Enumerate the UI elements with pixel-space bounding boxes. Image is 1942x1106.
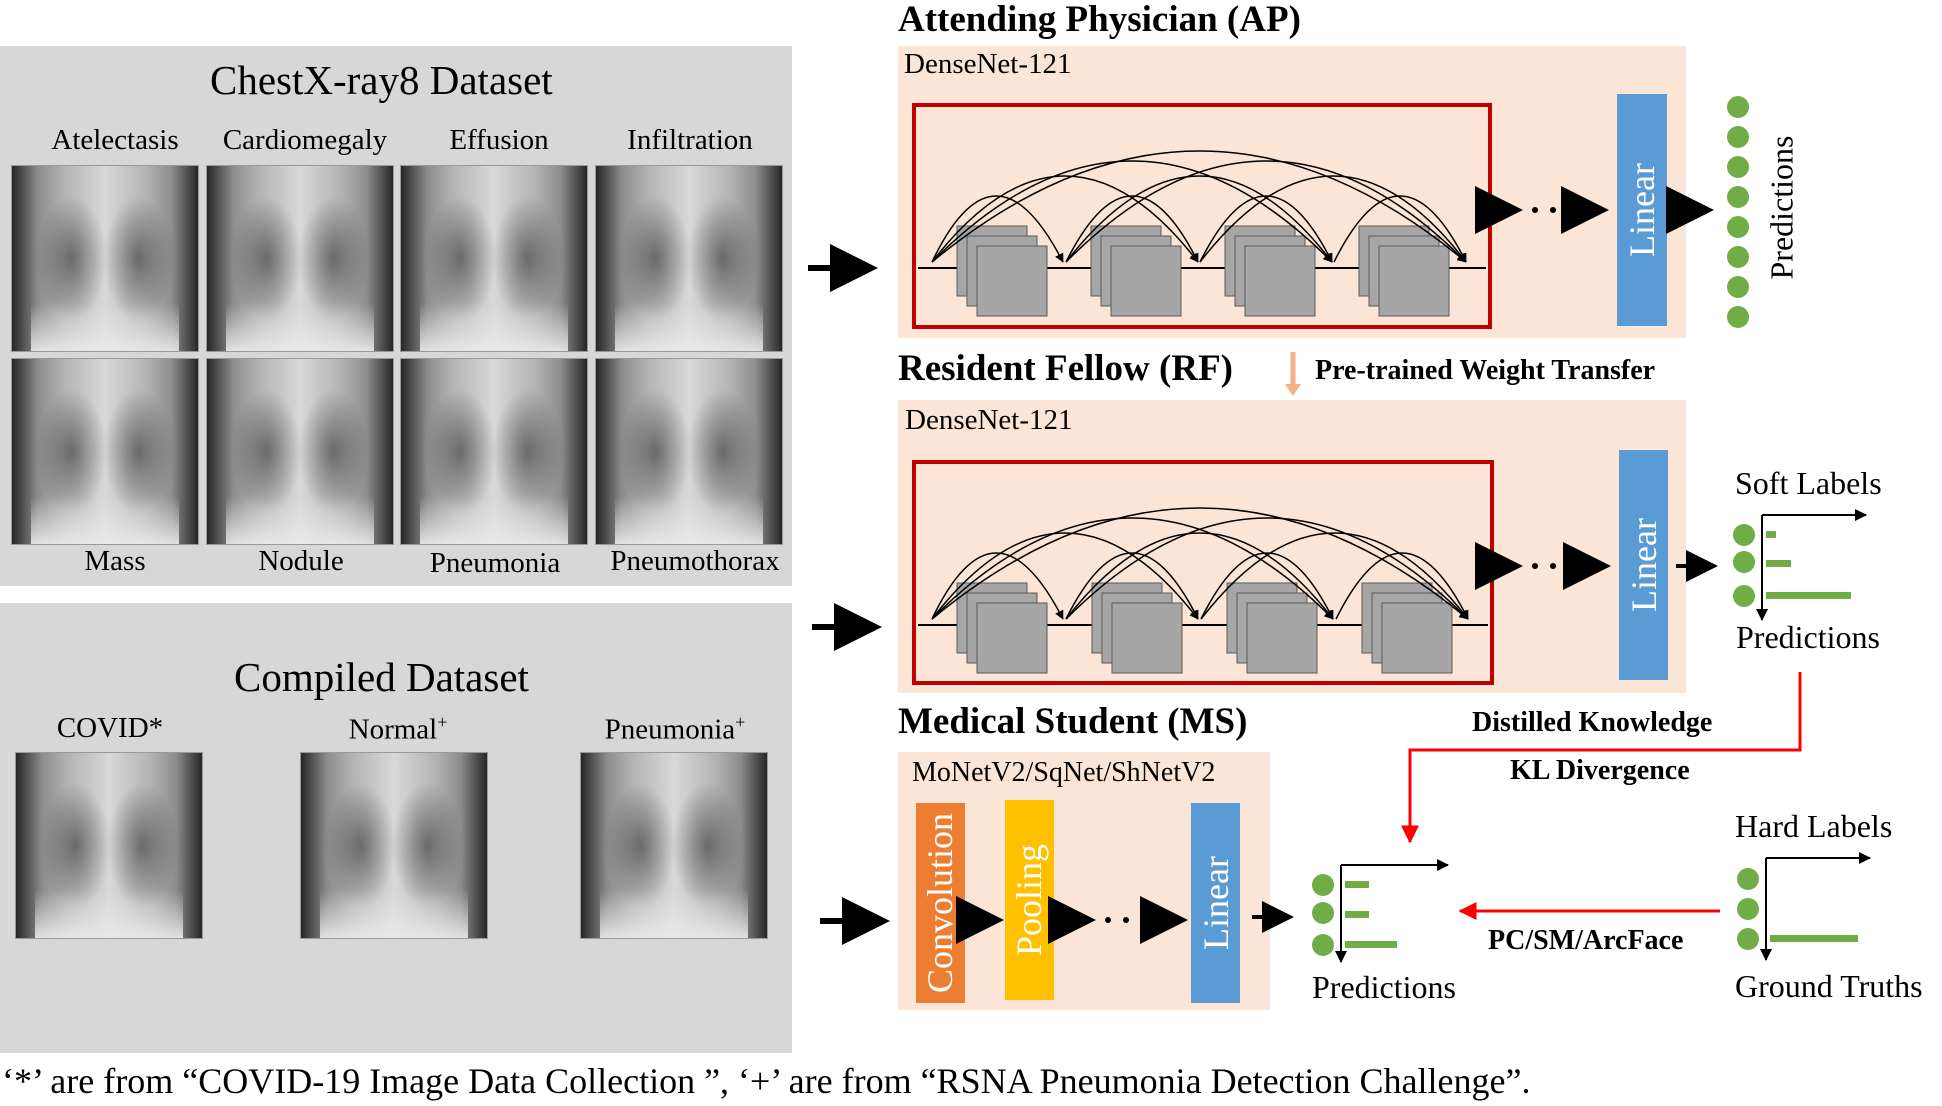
rf-prediction-dot	[1733, 524, 1755, 546]
rf-soft-labels: Soft Labels	[1735, 465, 1882, 501]
rf-prediction-dot	[1733, 551, 1755, 573]
xray-effusion	[400, 165, 588, 352]
xray-infiltration	[595, 165, 783, 352]
ms-prediction-bar	[1345, 881, 1369, 888]
gt-dot	[1737, 898, 1759, 920]
rf-soft-bar	[1766, 531, 1776, 538]
rf-predictions: Predictions	[1736, 619, 1880, 655]
ms-prediction-dot	[1312, 874, 1334, 896]
chestxray-label-pneumonia: Pneumonia	[429, 547, 561, 579]
compiled-label-covid: COVID*	[10, 712, 210, 745]
ground-truths: Ground Truths	[1735, 968, 1923, 1004]
loss-label: PC/SM/ArcFace	[1488, 925, 1684, 956]
chestxray-label-nodule: Nodule	[258, 545, 344, 577]
ap-prediction-dot	[1727, 216, 1749, 238]
compiled-label-normal-mark: +	[437, 712, 448, 732]
rf-soft-bar	[1766, 592, 1851, 599]
chestxray-label-atelectasis: Atelectasis	[51, 124, 179, 156]
xray-atelectasis	[11, 165, 199, 352]
compiled-label-normal: Normal+	[298, 712, 498, 747]
xray-covid	[15, 752, 203, 939]
compiled-label-pneumonia: Pneumonia+	[575, 712, 775, 747]
ap-prediction-dot	[1727, 96, 1749, 118]
ap-prediction-dot	[1727, 126, 1749, 148]
rf-prediction-dot	[1733, 585, 1755, 607]
chestxray-label-mass: Mass	[84, 545, 146, 577]
kl-divergence-label: KL Divergence	[1510, 755, 1690, 786]
ms-prediction-dot	[1312, 902, 1334, 924]
ap-prediction-dot	[1727, 246, 1749, 268]
ap-prediction-dot	[1727, 156, 1749, 178]
chestxray-label-effusion: Effusion	[449, 124, 549, 156]
rf-soft-bar	[1766, 560, 1791, 567]
ms-title: Medical Student (MS)	[898, 701, 1248, 742]
xray-pneumonia-rsna	[580, 752, 768, 939]
gt-bar	[1770, 935, 1858, 942]
ms-prediction-bar	[1345, 941, 1397, 948]
ap-prediction-dot	[1727, 306, 1749, 328]
rf-title: Resident Fellow (RF)	[898, 348, 1233, 389]
chestxray-label-cardiomegaly: Cardiomegaly	[222, 124, 388, 156]
distillation-arrow	[1401, 672, 1802, 844]
ap-prediction-dot	[1727, 186, 1749, 208]
chestxray-label-pneumothorax: Pneumothorax	[610, 545, 780, 577]
gt-dot	[1737, 928, 1759, 950]
ap-prediction-dot	[1727, 276, 1749, 298]
xray-normal	[300, 752, 488, 939]
distilled-knowledge-label: Distilled Knowledge	[1472, 707, 1713, 738]
ap-title: Attending Physician (AP)	[898, 0, 1301, 40]
xray-cardiomegaly	[206, 165, 394, 352]
ms-backbone: MoNetV2/SqNet/ShNetV2	[912, 757, 1216, 788]
ap-linear: Linear	[1617, 94, 1667, 326]
rf-transfer-label: Pre-trained Weight Transfer	[1315, 355, 1656, 386]
compiled-label-pneumonia-name: Pneumonia	[604, 713, 736, 746]
xray-nodule	[206, 358, 394, 545]
rf-feature-maps	[918, 507, 1488, 674]
footnote: ‘*’ are from “COVID-19 Image Data Collec…	[2, 1061, 1531, 1101]
ms-pooling: Pooling	[1005, 800, 1054, 1000]
ap-feature-maps	[918, 150, 1486, 317]
xray-pneumothorax	[595, 358, 783, 545]
hard-labels: Hard Labels	[1735, 808, 1893, 844]
ms-linear: Linear	[1191, 803, 1240, 1003]
ms-predictions: Predictions	[1312, 969, 1456, 1005]
ms-prediction-bar	[1345, 911, 1369, 918]
compiled-label-covid-mark: *	[148, 712, 164, 744]
compiled-label-normal-name: Normal	[348, 713, 438, 746]
rf-backbone: DenseNet-121	[905, 404, 1073, 436]
chestxray-label-infiltration: Infiltration	[627, 124, 753, 156]
compiled-label-pneumonia-mark: +	[735, 712, 746, 732]
ms-prediction-dot	[1312, 934, 1334, 956]
chestxray-title: ChestX-ray8 Dataset	[210, 57, 553, 103]
compiled-label-covid-name: COVID	[56, 712, 149, 744]
gt-dot	[1737, 868, 1759, 890]
xray-pneumonia	[400, 358, 588, 545]
rf-linear: Linear	[1619, 450, 1668, 680]
ap-backbone: DenseNet-121	[904, 48, 1072, 80]
xray-mass	[11, 358, 199, 545]
compiled-title: Compiled Dataset	[234, 654, 529, 700]
